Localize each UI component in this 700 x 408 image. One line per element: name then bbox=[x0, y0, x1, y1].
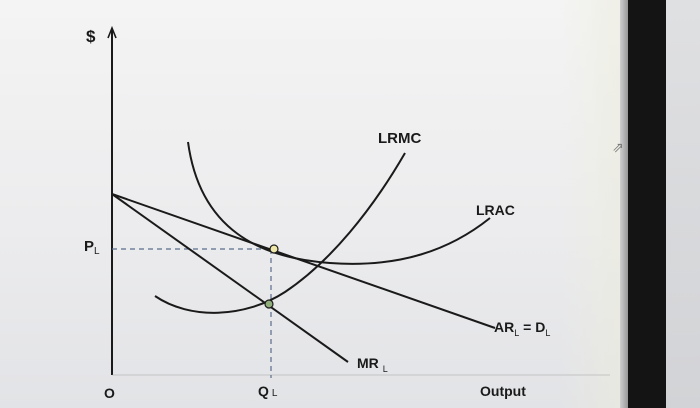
screen-panel bbox=[0, 0, 628, 408]
mr-label-sub: L bbox=[383, 364, 388, 374]
mr-label-main: MR bbox=[357, 355, 379, 371]
price-label-sub: L bbox=[94, 246, 100, 257]
monitor-bevel bbox=[620, 0, 630, 408]
y-axis-arrow-icon bbox=[107, 25, 117, 39]
equilibrium-price-point bbox=[269, 244, 279, 254]
demand-label-eq: = D bbox=[519, 319, 545, 335]
quantity-label-main: Q bbox=[258, 383, 269, 399]
quantity-label-sub: L bbox=[272, 388, 278, 399]
y-axis-symbol: $ bbox=[86, 27, 96, 46]
demand-label-ar: AR bbox=[494, 319, 514, 335]
marginal-revenue-curve bbox=[111, 193, 349, 363]
demand-label-ar-sub: L bbox=[514, 328, 519, 338]
mr-label: MR L bbox=[357, 355, 388, 374]
lrmc-curve bbox=[154, 152, 406, 314]
monitor-bezel bbox=[628, 0, 666, 408]
x-axis-label: Output bbox=[480, 383, 526, 399]
screen-glare bbox=[560, 0, 628, 408]
demand-curve bbox=[111, 193, 496, 329]
mouse-cursor-icon: ⇗ bbox=[612, 140, 624, 156]
price-label-main: P bbox=[84, 238, 94, 255]
origin-label: O bbox=[104, 385, 115, 401]
lrac-curve bbox=[187, 141, 491, 265]
demand-label-d-sub: L bbox=[545, 328, 550, 338]
lrmc-label: LRMC bbox=[378, 130, 421, 147]
mr-lrmc-intersection-point bbox=[264, 299, 274, 309]
demand-label: ARL = DL bbox=[494, 319, 550, 338]
background-wall bbox=[666, 0, 700, 408]
price-label: PL bbox=[84, 238, 100, 257]
lrac-label: LRAC bbox=[476, 202, 515, 218]
